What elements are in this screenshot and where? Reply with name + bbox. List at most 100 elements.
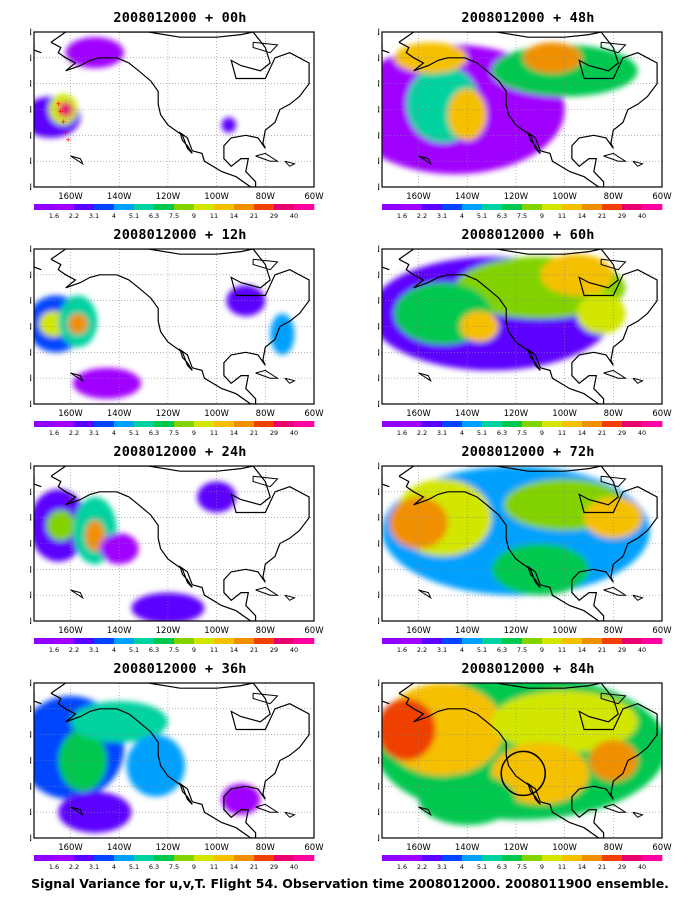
- variance-contour: [85, 520, 105, 552]
- colorbar-label: 2.2: [69, 212, 79, 220]
- colorbar-label: 7.5: [517, 863, 527, 871]
- variance-contour: [389, 497, 448, 549]
- colorbar-label: 5.1: [477, 429, 487, 437]
- x-tick-label: 120W: [504, 192, 529, 202]
- variance-contour: [65, 37, 125, 69]
- y-tick-label: 60N: [30, 271, 32, 281]
- colorbar-segment: [214, 638, 235, 644]
- colorbar-label: 11: [558, 646, 566, 654]
- y-tick-label: 10N: [378, 834, 380, 844]
- colorbar-segment: [154, 421, 175, 427]
- map-plot: 10N20N30N40N50N60N70N180160W140W120W100W…: [378, 245, 672, 437]
- coastline: [632, 594, 644, 601]
- y-tick-label: 30N: [30, 348, 32, 358]
- panel-title: 2008012000 + 36h: [113, 661, 247, 677]
- colorbar-label: 9: [192, 429, 196, 437]
- colorbar-segment: [34, 421, 55, 427]
- colorbar-segment: [94, 421, 115, 427]
- y-tick-label: 50N: [30, 731, 32, 741]
- colorbar-segment: [154, 204, 175, 210]
- map-plot: +++++10N20N30N40N50N60N70N180160W140W120…: [30, 28, 324, 220]
- colorbar-label: 6.3: [497, 429, 507, 437]
- variance-contour: [46, 509, 76, 541]
- y-tick-label: 40N: [30, 757, 32, 767]
- colorbar-label: 14: [578, 646, 586, 654]
- variance-contour: [382, 698, 436, 761]
- y-tick-label: 20N: [378, 157, 380, 167]
- y-tick-label: 70N: [30, 28, 32, 38]
- y-tick-label: 70N: [30, 679, 32, 689]
- colorbar-label: 29: [618, 646, 626, 654]
- colorbar-label: 1.6: [49, 212, 59, 220]
- coastline: [34, 693, 42, 705]
- coastline: [398, 32, 658, 187]
- variance-contour: [418, 773, 516, 826]
- y-tick-label: 60N: [30, 488, 32, 498]
- colorbar-segment: [522, 204, 543, 210]
- colorbar-label: 21: [250, 429, 258, 437]
- colorbar-label: 1.6: [397, 646, 407, 654]
- coastline: [70, 155, 84, 166]
- y-tick-label: 60N: [378, 488, 380, 498]
- colorbar-label: 1.6: [49, 646, 59, 654]
- y-tick-label: 20N: [30, 591, 32, 601]
- colorbar-label: 2.2: [417, 863, 427, 871]
- colorbar-label: 21: [598, 429, 606, 437]
- colorbar-segment: [294, 855, 315, 861]
- colorbar-segment: [154, 855, 175, 861]
- colorbar-label: 11: [558, 863, 566, 871]
- colorbar-segment: [94, 204, 115, 210]
- y-tick-label: 60N: [378, 271, 380, 281]
- y-tick-label: 20N: [30, 157, 32, 167]
- colorbar-segment: [502, 855, 523, 861]
- colorbar-segment: [94, 855, 115, 861]
- panel-title: 2008012000 + 84h: [461, 661, 595, 677]
- colorbar-label: 7.5: [517, 212, 527, 220]
- x-tick-label: 120W: [504, 843, 529, 853]
- colorbar-label: 9: [192, 646, 196, 654]
- colorbar-label: 40: [290, 646, 298, 654]
- colorbar-segment: [234, 638, 255, 644]
- coastline: [600, 475, 627, 488]
- colorbar-segment: [642, 855, 663, 861]
- colorbar-segment: [542, 204, 563, 210]
- colorbar-segment: [462, 855, 483, 861]
- colorbar-segment: [622, 204, 643, 210]
- coastline: [418, 806, 432, 817]
- colorbar-label: 1.6: [397, 863, 407, 871]
- colorbar-segment: [114, 855, 135, 861]
- colorbar-label: 4: [112, 212, 116, 220]
- x-tick-label: 160W: [406, 626, 431, 636]
- colorbar-label: 4: [460, 646, 464, 654]
- colorbar-label: 29: [270, 646, 278, 654]
- x-tick-label: 160W: [406, 192, 431, 202]
- colorbar-segment: [422, 638, 443, 644]
- coastline: [50, 249, 310, 404]
- target-circle: [500, 750, 546, 797]
- colorbar-segment: [582, 855, 603, 861]
- variance-contour: [221, 117, 237, 133]
- colorbar-label: 1.6: [49, 863, 59, 871]
- plot-frame: [381, 248, 663, 405]
- colorbar-label: 6.3: [497, 646, 507, 654]
- colorbar-segment: [542, 855, 563, 861]
- coastline: [70, 589, 84, 600]
- colorbar-label: 29: [618, 863, 626, 871]
- y-tick-label: 70N: [30, 245, 32, 255]
- y-tick-label: 30N: [30, 782, 32, 792]
- colorbar-segment: [74, 421, 95, 427]
- colorbar-segment: [174, 855, 195, 861]
- colorbar-label: 40: [290, 212, 298, 220]
- coastline: [255, 152, 280, 162]
- colorbar-label: 2.2: [69, 863, 79, 871]
- colorbar-segment: [274, 204, 295, 210]
- colorbar-label: 4: [460, 863, 464, 871]
- y-tick-label: 50N: [30, 297, 32, 307]
- colorbar-segment: [482, 421, 503, 427]
- x-tick-label: 160W: [58, 192, 83, 202]
- variance-contour: [270, 313, 295, 355]
- y-tick-label: 10N: [378, 400, 380, 410]
- colorbar-label: 21: [250, 646, 258, 654]
- plot-frame: [381, 682, 663, 839]
- map-plot: 10N20N30N40N50N60N70N180160W140W120W100W…: [30, 679, 324, 871]
